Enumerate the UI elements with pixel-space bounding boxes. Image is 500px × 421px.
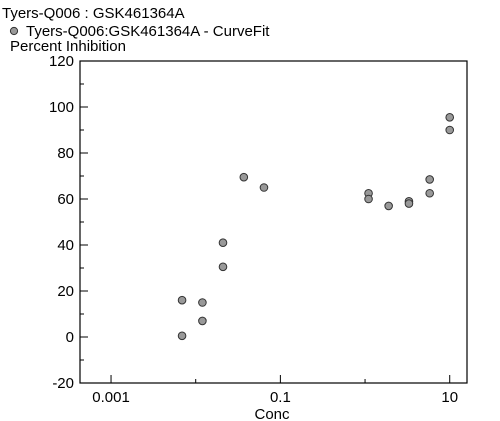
- x-tick-label: 0.001: [92, 389, 130, 406]
- y-tick-label: 20: [57, 283, 74, 300]
- legend-marker-icon: [9, 26, 19, 36]
- y-axis: 120 100 80 60 40 20 0 -20: [49, 53, 88, 392]
- x-axis-label: Conc: [254, 406, 290, 421]
- y-tick-label: 0: [66, 329, 74, 346]
- data-point: [445, 125, 455, 135]
- x-axis: 0.001 0.1 10: [92, 375, 458, 406]
- plot-area-frame: [79, 60, 468, 384]
- y-tick-label: 60: [57, 191, 74, 208]
- data-point: [445, 113, 455, 122]
- data-point: [425, 188, 434, 198]
- y-tick-label: 80: [57, 145, 74, 162]
- data-point: [177, 331, 187, 341]
- data-point: [384, 201, 393, 211]
- y-axis-label: Percent Inhibition: [10, 38, 126, 55]
- data-point: [218, 238, 228, 247]
- chart-title: Tyers-Q006 : GSK461364A: [2, 5, 185, 22]
- x-tick-label: 10: [441, 389, 458, 406]
- data-point: [425, 175, 434, 184]
- data-point: [218, 262, 228, 272]
- legend-label: Tyers-Q006:GSK461364A - CurveFit: [26, 23, 270, 40]
- y-tick-label: -20: [52, 375, 74, 392]
- data-point: [259, 183, 269, 192]
- y-tick-label: 120: [49, 53, 74, 70]
- data-point: [404, 199, 414, 208]
- y-tick-label: 100: [49, 99, 74, 116]
- data-point: [198, 298, 207, 307]
- data-point: [239, 172, 249, 182]
- data-point: [198, 316, 207, 326]
- data-point: [177, 295, 187, 305]
- data-point: [364, 194, 373, 204]
- y-tick-label: 40: [57, 237, 74, 254]
- x-tick-label: 0.1: [270, 389, 291, 406]
- data-points: [177, 113, 455, 341]
